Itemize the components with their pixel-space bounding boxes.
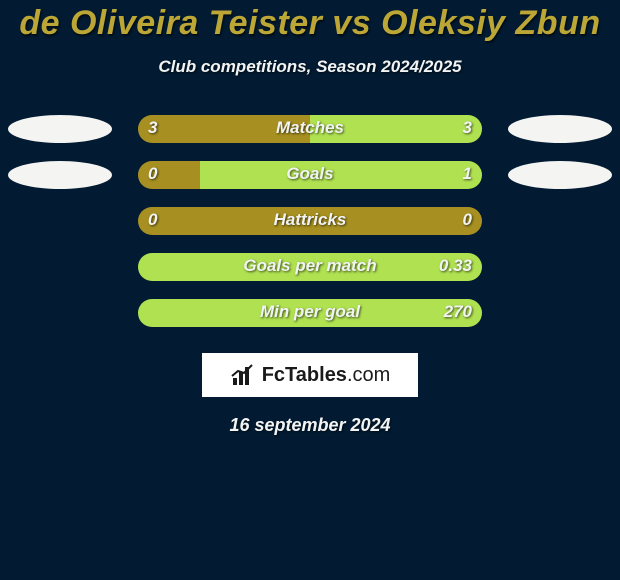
comparison-infographic: de Oliveira Teister vs Oleksiy Zbun Club… xyxy=(0,0,620,580)
stat-bar: Goals01 xyxy=(138,161,482,189)
date-label: 16 september 2024 xyxy=(0,415,620,436)
player-badge-right xyxy=(508,115,612,143)
stat-bar-left xyxy=(138,161,200,189)
logo-brand: FcTables xyxy=(262,364,347,386)
stat-row: Goals per match0.33 xyxy=(0,253,620,299)
stat-bar-right xyxy=(200,161,482,189)
stat-bar: Min per goal270 xyxy=(138,299,482,327)
stat-bar: Hattricks00 xyxy=(138,207,482,235)
player-badge-left xyxy=(8,115,112,143)
logo-text: FcTables.com xyxy=(262,364,391,387)
stats-list: Matches33 Goals01 Hattricks00 Goals per mat… xyxy=(0,115,620,345)
stat-bar-left xyxy=(138,115,310,143)
logo-suffix: .com xyxy=(347,364,390,386)
bar-chart-icon xyxy=(230,362,256,388)
stat-bar-right xyxy=(138,253,482,281)
page-title: de Oliveira Teister vs Oleksiy Zbun xyxy=(0,4,620,43)
stat-bar: Goals per match0.33 xyxy=(138,253,482,281)
stat-bar-right xyxy=(310,115,482,143)
stat-row: Min per goal270 xyxy=(0,299,620,345)
page-subtitle: Club competitions, Season 2024/2025 xyxy=(0,57,620,77)
stat-bar-right xyxy=(138,299,482,327)
stat-row: Hattricks00 xyxy=(0,207,620,253)
stat-row: Matches33 xyxy=(0,115,620,161)
stat-row: Goals01 xyxy=(0,161,620,207)
stat-bar: Matches33 xyxy=(138,115,482,143)
stat-bar-left xyxy=(138,207,482,235)
player-badge-left xyxy=(8,161,112,189)
player-badge-right xyxy=(508,161,612,189)
logo-box: FcTables.com xyxy=(202,353,418,397)
